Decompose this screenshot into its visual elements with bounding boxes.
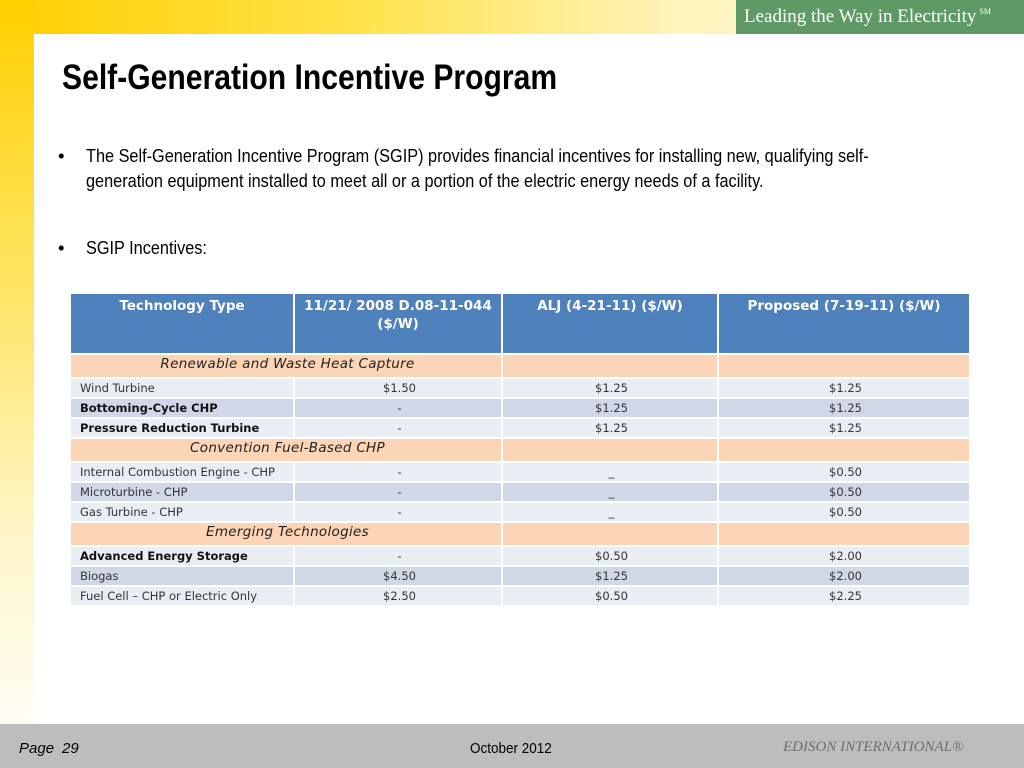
section-label: Renewable and Waste Heat Capture (69, 353, 503, 379)
section-blank-cell (501, 353, 719, 379)
value-proposed-cell: $2.00 (717, 565, 971, 587)
footer-date: October 2012 (470, 740, 552, 757)
brand-tagline: Leading the Way in Electricity (744, 6, 977, 27)
value-alj-cell: _ (501, 481, 719, 503)
value-2008-cell: - (293, 461, 503, 483)
page-indicator: Page 29 (19, 740, 79, 757)
value-proposed-cell: $2.00 (717, 545, 971, 567)
tech-cell: Bottoming-Cycle CHP (69, 397, 295, 419)
value-alj-cell: $0.50 (501, 585, 719, 607)
value-alj-cell: _ (501, 501, 719, 523)
section-blank-cell (501, 521, 719, 547)
value-2008-cell: $4.50 (293, 565, 503, 587)
value-proposed-cell: $0.50 (717, 501, 971, 523)
value-alj-cell: $0.50 (501, 545, 719, 567)
company-logo-text: EDISON INTERNATIONAL® (783, 739, 964, 755)
section-label: Emerging Technologies (69, 521, 503, 547)
bullet-text: SGIP Incentives: (86, 237, 207, 258)
brand-banner: Leading the Way in Electricity SM (736, 0, 1024, 34)
value-proposed-cell: $0.50 (717, 481, 971, 503)
slide-title: Self-Generation Incentive Program (62, 58, 558, 97)
left-yellow-band (0, 0, 34, 724)
bullet-text: The Self-Generation Incentive Program (S… (86, 145, 869, 191)
value-proposed-cell: $1.25 (717, 417, 971, 439)
table-row: Bottoming-Cycle CHP - $1.25 $1.25 (69, 397, 971, 419)
table-row: Biogas $4.50 $1.25 $2.00 (69, 565, 971, 587)
table-row: Advanced Energy Storage - $0.50 $2.00 (69, 545, 971, 567)
section-blank-cell (501, 437, 719, 463)
header-technology-type: Technology Type (69, 292, 295, 355)
tech-cell: Wind Turbine (69, 377, 295, 399)
section-row: Emerging Technologies (69, 521, 971, 547)
value-alj-cell: _ (501, 461, 719, 483)
table-row: Pressure Reduction Turbine - $1.25 $1.25 (69, 417, 971, 439)
table-row: Fuel Cell – CHP or Electric Only $2.50 $… (69, 585, 971, 607)
bullet-item: • SGIP Incentives: (58, 235, 458, 260)
page-number: 29 (62, 740, 79, 757)
section-blank-cell (717, 521, 971, 547)
table-row: Gas Turbine - CHP - _ $0.50 (69, 501, 971, 523)
bullet-dot: • (58, 237, 65, 258)
bullet-dot: • (58, 145, 65, 166)
table-header-row: Technology Type 11/21/ 2008 D.08-11-044 … (69, 292, 971, 355)
footer-bar (0, 724, 1024, 768)
value-2008-cell: - (293, 417, 503, 439)
value-alj-cell: $1.25 (501, 417, 719, 439)
section-blank-cell (717, 437, 971, 463)
table-row: Wind Turbine $1.50 $1.25 $1.25 (69, 377, 971, 399)
service-mark: SM (979, 6, 991, 16)
value-alj-cell: $1.25 (501, 377, 719, 399)
value-2008-cell: - (293, 501, 503, 523)
value-2008-cell: $1.50 (293, 377, 503, 399)
table-row: Internal Combustion Engine - CHP - _ $0.… (69, 461, 971, 483)
value-2008-cell: - (293, 481, 503, 503)
sgip-incentives-table: Technology Type 11/21/ 2008 D.08-11-044 … (69, 292, 971, 607)
header-proposed: Proposed (7-19-11) ($/W) (717, 292, 971, 355)
section-row: Renewable and Waste Heat Capture (69, 353, 971, 379)
tech-cell: Internal Combustion Engine - CHP (69, 461, 295, 483)
value-proposed-cell: $0.50 (717, 461, 971, 483)
tech-cell: Gas Turbine - CHP (69, 501, 295, 523)
section-label: Convention Fuel-Based CHP (69, 437, 503, 463)
value-proposed-cell: $2.25 (717, 585, 971, 607)
value-alj-cell: $1.25 (501, 397, 719, 419)
value-proposed-cell: $1.25 (717, 397, 971, 419)
header-2008-decision: 11/21/ 2008 D.08-11-044 ($/W) (293, 292, 503, 355)
section-blank-cell (717, 353, 971, 379)
tech-cell: Advanced Energy Storage (69, 545, 295, 567)
value-proposed-cell: $1.25 (717, 377, 971, 399)
table-row: Microturbine - CHP - _ $0.50 (69, 481, 971, 503)
value-alj-cell: $1.25 (501, 565, 719, 587)
page-label: Page (19, 740, 55, 757)
tech-cell: Fuel Cell – CHP or Electric Only (69, 585, 295, 607)
tech-cell: Microturbine - CHP (69, 481, 295, 503)
value-2008-cell: - (293, 397, 503, 419)
value-2008-cell: $2.50 (293, 585, 503, 607)
section-row: Convention Fuel-Based CHP (69, 437, 971, 463)
tech-cell: Biogas (69, 565, 295, 587)
bullet-item: • The Self-Generation Incentive Program … (58, 143, 988, 193)
tech-cell: Pressure Reduction Turbine (69, 417, 295, 439)
value-2008-cell: - (293, 545, 503, 567)
header-alj: ALJ (4-21-11) ($/W) (501, 292, 719, 355)
